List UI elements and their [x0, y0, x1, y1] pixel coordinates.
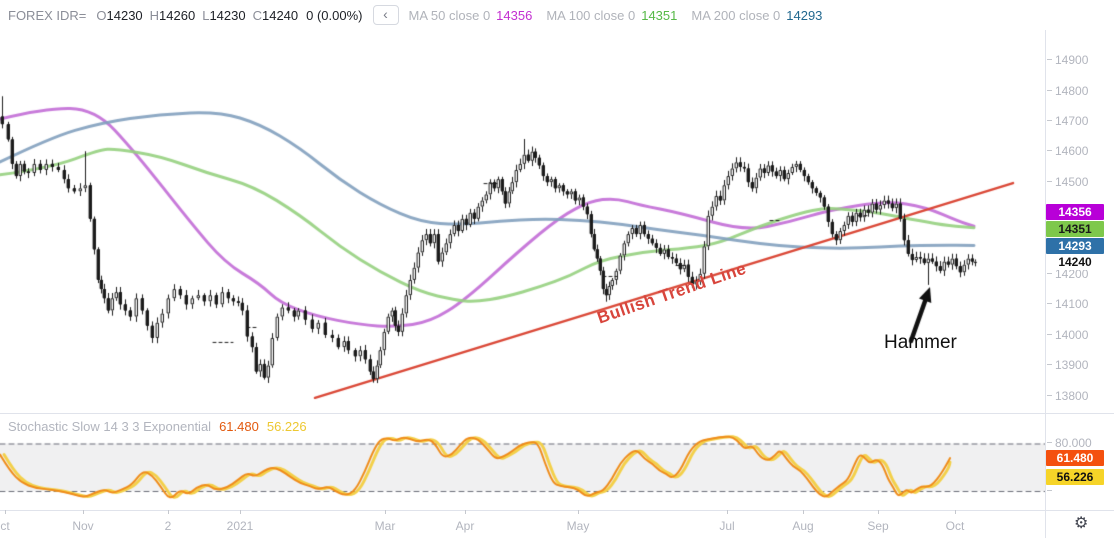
- axis-tick-mark: [1047, 334, 1052, 335]
- open-label: O: [96, 7, 107, 23]
- time-axis-label-2: 2: [164, 519, 172, 533]
- close-label: C: [252, 7, 262, 23]
- ma200-legend[interactable]: MA 200 close 0 14293: [691, 8, 822, 23]
- ma50-legend[interactable]: MA 50 close 0 14356: [409, 8, 533, 23]
- pane-divider[interactable]: [0, 413, 1114, 414]
- low-label: L: [202, 7, 210, 23]
- price-axis-tick: 14100: [1047, 298, 1088, 310]
- time-axis-tick: [168, 510, 169, 514]
- hammer-annotation-label[interactable]: Hammer: [884, 332, 957, 353]
- collapse-legend-button[interactable]: ‹: [372, 5, 399, 25]
- stochastic-legend[interactable]: Stochastic Slow 14 3 3 Exponential 61.48…: [8, 419, 307, 434]
- price-axis-tick: 14200: [1047, 268, 1088, 280]
- time-axis-divider: [0, 510, 1114, 511]
- change-value: 0 (0.00%): [306, 7, 363, 23]
- time-axis-tick: [5, 510, 6, 514]
- settings-gear-icon[interactable]: ⚙: [1074, 515, 1089, 532]
- price-badge-14240: 14240: [1046, 254, 1104, 270]
- time-axis-tick: [955, 510, 956, 514]
- stochastic-title: Stochastic Slow 14 3 3 Exponential: [8, 419, 212, 434]
- ma100-legend[interactable]: MA 100 close 0 14351: [546, 8, 677, 23]
- main-price-chart[interactable]: [0, 30, 1045, 413]
- time-axis-label-Oct: Oct: [945, 519, 965, 533]
- price-axis-tick: 13800: [1047, 390, 1088, 402]
- ma200-label: MA 200 close 0: [691, 7, 781, 23]
- axis-tick-mark: [1047, 273, 1052, 274]
- stochastic-d-value: 56.226: [266, 419, 307, 434]
- axis-tick-mark: [1047, 181, 1052, 182]
- time-axis-label-Jul: Jul: [719, 519, 735, 533]
- price-axis-tick: 14700: [1047, 115, 1088, 127]
- time-axis-label-Sep: Sep: [867, 519, 889, 533]
- price-axis-tick: 14000: [1047, 329, 1088, 341]
- symbol-title[interactable]: FOREX IDR=: [8, 7, 87, 23]
- time-axis-tick: [578, 510, 579, 514]
- price-badge-14351: 14351: [1046, 221, 1104, 237]
- axis-tick-mark: [1047, 59, 1052, 60]
- time-axis-tick: [385, 510, 386, 514]
- axis-tick-mark: [1047, 150, 1052, 151]
- time-axis-label-ct: ct: [0, 519, 10, 533]
- indicator-badge-61.480: 61.480: [1046, 450, 1104, 466]
- open-value: 14230: [106, 7, 143, 23]
- ohlc-values: O14230 H14260 L14230 C14240: [96, 8, 298, 23]
- time-axis-label-Mar: Mar: [374, 519, 396, 533]
- time-axis-tick: [240, 510, 241, 514]
- price-axis-tick: 14800: [1047, 85, 1088, 97]
- time-axis-label-Aug: Aug: [792, 519, 814, 533]
- price-axis-tick: 13900: [1047, 359, 1088, 371]
- high-label: H: [149, 7, 160, 23]
- price-badge-14293: 14293: [1046, 238, 1104, 254]
- time-axis-label-2021: 2021: [226, 519, 254, 533]
- chart-header: FOREX IDR= O14230 H14260 L14230 C14240 0…: [0, 0, 1114, 30]
- price-axis-tick: 14900: [1047, 54, 1088, 66]
- axis-tick-mark: [1047, 90, 1052, 91]
- time-axis-tick: [803, 510, 804, 514]
- ma50-label: MA 50 close 0: [408, 7, 491, 23]
- time-axis-tick: [878, 510, 879, 514]
- time-axis-tick: [727, 510, 728, 514]
- time-axis-label-Apr: Apr: [455, 519, 475, 533]
- indicator-axis-tick: 80.000: [1047, 437, 1092, 449]
- ma200-value: 14293: [786, 7, 823, 23]
- low-value: 14230: [209, 7, 246, 23]
- time-axis-label-Nov: Nov: [72, 519, 94, 533]
- axis-tick-mark: [1047, 364, 1052, 365]
- close-value: 14240: [261, 7, 299, 23]
- stochastic-indicator-pane[interactable]: [0, 413, 1045, 510]
- indicator-badge-56.226: 56.226: [1046, 469, 1104, 485]
- axis-tick-mark: [1047, 303, 1052, 304]
- ma100-label: MA 100 close 0: [546, 7, 636, 23]
- ma100-value: 14351: [641, 7, 678, 23]
- high-value: 14260: [159, 7, 196, 23]
- price-axis-tick: 14500: [1047, 176, 1088, 188]
- time-axis-tick: [465, 510, 466, 514]
- price-badge-14356: 14356: [1046, 204, 1104, 220]
- axis-tick-mark: [1047, 120, 1052, 121]
- time-axis-label-May: May: [566, 519, 590, 533]
- time-axis-tick: [83, 510, 84, 514]
- axis-tick-mark: [1047, 442, 1052, 443]
- axis-tick-mark: [1047, 395, 1052, 396]
- stochastic-k-value: 61.480: [219, 419, 259, 434]
- ma50-value: 14356: [496, 7, 533, 23]
- price-axis-tick: 14600: [1047, 145, 1088, 157]
- indicator-axis-tick-mark: [1047, 490, 1052, 491]
- price-axis-divider: [1045, 30, 1046, 538]
